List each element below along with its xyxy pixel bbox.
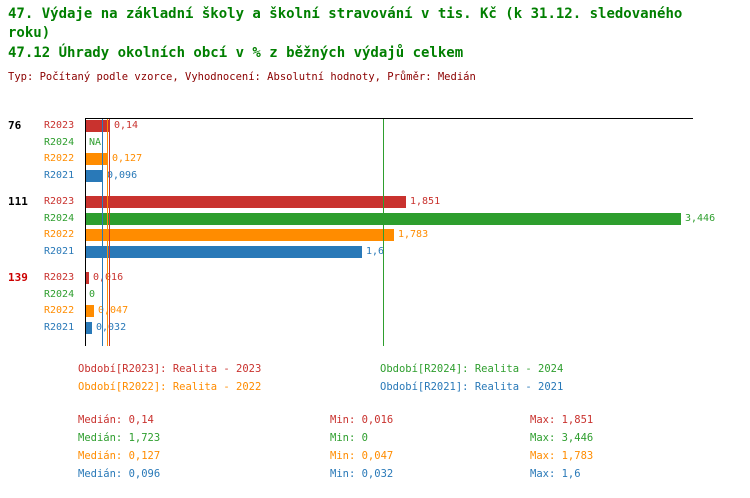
bar-R2023	[86, 196, 406, 208]
stat-max-R2024: Max: 3,446	[530, 432, 594, 444]
stat-max-R2023: Max: 1,851	[530, 414, 594, 426]
series-label-R2021: R2021	[44, 170, 75, 181]
series-label-R2023: R2023	[44, 196, 75, 207]
x-axis	[85, 118, 693, 119]
chart-legend: Období[R2023]: Realita - 2023 Období[R202…	[0, 362, 750, 402]
bar-value-R2023: 0,14	[114, 120, 139, 131]
median-line-R2021	[102, 119, 103, 346]
series-label-R2023: R2023	[44, 272, 75, 283]
legend-item-R2022: Období[R2022]: Realita - 2022	[78, 381, 262, 393]
bar-R2021	[86, 322, 92, 334]
legend-item-R2021: Období[R2021]: Realita - 2021	[380, 381, 564, 393]
chart-title: 47. Výdaje na základní školy a školní st…	[8, 6, 683, 41]
bar-R2022	[86, 153, 108, 165]
bar-value-R2023: 1,851	[410, 196, 441, 207]
stat-median-R2022: Medián: 0,127	[78, 450, 161, 462]
bar-R2023	[86, 272, 89, 284]
series-label-R2023: R2023	[44, 120, 75, 131]
bar-value-R2022: 0,127	[112, 153, 143, 164]
bar-value-R2023: 0,016	[93, 272, 123, 284]
stat-median-R2021: Medián: 0,096	[78, 468, 161, 480]
series-label-R2024: R2024	[44, 213, 75, 224]
series-label-R2021: R2021	[44, 322, 75, 333]
chart-stats: Medián: 0,14 Min: 0,016 Max: 1,851 Medián: …	[0, 413, 750, 493]
bar-value-R2021: 0,032	[96, 322, 127, 333]
bar-R2022	[86, 305, 94, 317]
stat-min-R2021: Min: 0,032	[330, 468, 394, 480]
median-line-R2024	[383, 119, 384, 346]
bar-value-R2022: 0,047	[98, 305, 129, 316]
legend-item-R2024: Období[R2024]: Realita - 2024	[380, 363, 564, 375]
stat-median-R2023: Medián: 0,14	[78, 414, 154, 426]
median-line-R2023	[109, 119, 110, 346]
series-label-R2021: R2021	[44, 246, 75, 257]
bar-value-R2024: 0	[89, 289, 96, 300]
chart-meta-line: Typ: Počítaný podle vzorce, Vyhodnocení:…	[8, 71, 476, 83]
bar-value-R2024: 3,446	[685, 213, 716, 224]
group-label: 139	[8, 271, 28, 284]
series-label-R2022: R2022	[44, 305, 75, 316]
bar-R2023	[86, 120, 110, 132]
stat-max-R2022: Max: 1,783	[530, 450, 594, 462]
bar-value-R2024: NA	[89, 137, 102, 148]
stat-min-R2022: Min: 0,047	[330, 450, 394, 462]
stat-min-R2023: Min: 0,016	[330, 414, 394, 426]
stat-min-R2024: Min: 0	[330, 432, 368, 444]
legend-item-R2023: Období[R2023]: Realita - 2023	[78, 363, 262, 375]
series-label-R2024: R2024	[44, 289, 75, 300]
bar-value-R2021: 0,096	[107, 170, 138, 181]
stat-max-R2021: Max: 1,6	[530, 468, 581, 480]
series-label-R2024: R2024	[44, 137, 75, 148]
stat-median-R2024: Medián: 1,723	[78, 432, 161, 444]
title-block: 47. Výdaje na základní školy a školní st…	[0, 5, 724, 84]
bar-R2021	[86, 246, 362, 258]
group-label: 76	[8, 119, 22, 132]
series-label-R2022: R2022	[44, 229, 75, 240]
y-axis	[85, 118, 86, 346]
bar-value-R2021: 1,6	[366, 246, 385, 257]
bar-value-R2022: 1,783	[398, 229, 429, 240]
group-label: 111	[8, 195, 28, 208]
chart-subtitle: 47.12 Úhrady okolních obcí v % z běžných…	[8, 45, 464, 61]
median-line-R2022	[107, 119, 108, 346]
series-label-R2022: R2022	[44, 153, 75, 164]
bar-R2021	[86, 170, 103, 182]
bar-R2022	[86, 229, 394, 241]
